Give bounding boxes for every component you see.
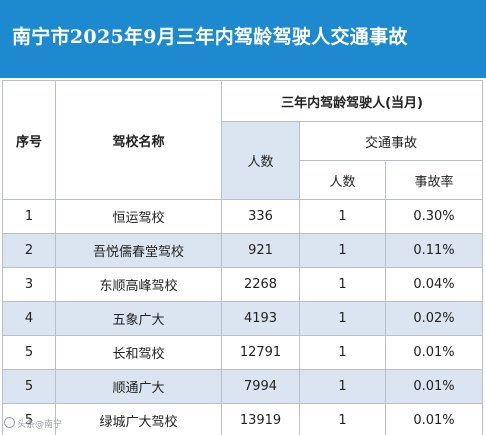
table-row: 4 五象广大 4193 1 0.02% xyxy=(2,301,484,336)
header-group: 三年内驾龄驾驶人(当月) xyxy=(220,80,484,122)
table-row: 3 东顺高峰驾校 2268 1 0.04% xyxy=(2,267,484,302)
cell-accident-count: 1 xyxy=(299,199,386,234)
cell-accident-rate: 0.01% xyxy=(384,335,484,370)
header-count: 人数 xyxy=(221,121,300,200)
header-accident-rate: 事故率 xyxy=(384,160,484,200)
cell-count: 2268 xyxy=(221,267,300,302)
header-school-name: 驾校名称 xyxy=(55,80,222,200)
header-accident-group: 交通事故 xyxy=(298,121,484,161)
accident-table: 序号 驾校名称 三年内驾龄驾驶人(当月) 人数 交通事故 人数 事故率 1 恒运… xyxy=(2,80,484,435)
cell-count: 921 xyxy=(221,233,300,268)
cell-school-name: 吾悦儒春堂驾校 xyxy=(55,233,222,268)
cell-seq: 4 xyxy=(2,301,56,336)
page-title: 南宁市2025年9月三年内驾龄驾驶人交通事故 xyxy=(12,26,408,48)
watermark-logo-icon xyxy=(4,417,15,428)
cell-count: 12791 xyxy=(221,335,300,370)
cell-school-name: 顺通广大 xyxy=(55,369,222,404)
cell-accident-rate: 0.01% xyxy=(384,369,484,404)
header-accident-count: 人数 xyxy=(299,160,386,200)
cell-count: 4193 xyxy=(221,301,300,336)
cell-seq: 3 xyxy=(2,267,56,302)
cell-seq: 5 xyxy=(2,369,56,404)
watermark: 头条@南宁 xyxy=(4,417,62,430)
cell-accident-count: 1 xyxy=(299,403,386,435)
cell-accident-count: 1 xyxy=(299,369,386,404)
cell-count: 336 xyxy=(221,199,300,234)
table-row: 5 长和驾校 12791 1 0.01% xyxy=(2,335,484,370)
table-row: 1 恒运驾校 336 1 0.30% xyxy=(2,199,484,234)
watermark-text: 头条@南宁 xyxy=(17,420,63,430)
cell-accident-count: 1 xyxy=(299,267,386,302)
cell-school-name: 绿城广大驾校 xyxy=(55,403,222,435)
cell-seq: 2 xyxy=(2,233,56,268)
cell-school-name: 长和驾校 xyxy=(55,335,222,370)
cell-seq: 5 xyxy=(2,335,56,370)
table-row: 5 绿城广大驾校 13919 1 0.01% xyxy=(2,403,484,435)
table-row: 5 顺通广大 7994 1 0.01% xyxy=(2,369,484,404)
cell-accident-rate: 0.11% xyxy=(384,233,484,268)
title-bar: 南宁市2025年9月三年内驾龄驾驶人交通事故 xyxy=(0,0,486,78)
table-row: 2 吾悦儒春堂驾校 921 1 0.11% xyxy=(2,233,484,268)
cell-accident-rate: 0.04% xyxy=(384,267,484,302)
cell-count: 7994 xyxy=(221,369,300,404)
cell-accident-rate: 0.02% xyxy=(384,301,484,336)
cell-accident-rate: 0.01% xyxy=(384,403,484,435)
header-seq: 序号 xyxy=(2,80,56,200)
cell-accident-count: 1 xyxy=(299,301,386,336)
cell-accident-count: 1 xyxy=(299,335,386,370)
cell-count: 13919 xyxy=(221,403,300,435)
cell-school-name: 东顺高峰驾校 xyxy=(55,267,222,302)
cell-accident-rate: 0.30% xyxy=(384,199,484,234)
cell-accident-count: 1 xyxy=(299,233,386,268)
cell-school-name: 五象广大 xyxy=(55,301,222,336)
cell-seq: 1 xyxy=(2,199,56,234)
cell-school-name: 恒运驾校 xyxy=(55,199,222,234)
